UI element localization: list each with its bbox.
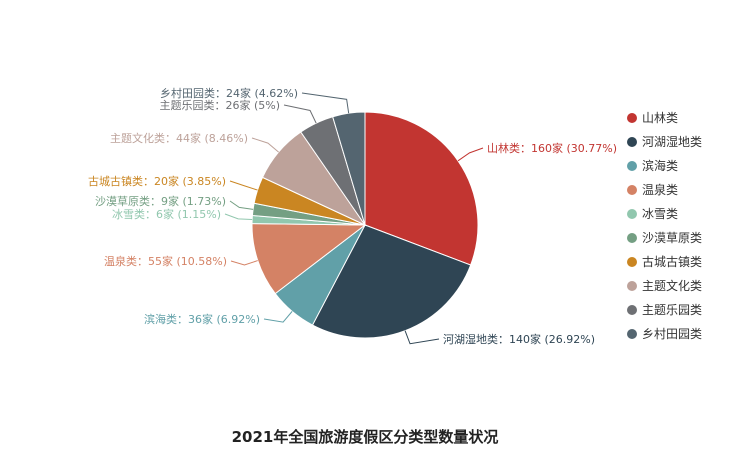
callout-line-4 <box>230 260 258 266</box>
callout-line-6 <box>229 200 254 210</box>
legend-marker <box>627 329 637 339</box>
callout-label-7: 古城古镇类：20家 (3.85%) <box>88 174 226 188</box>
callout-line-3 <box>263 311 293 323</box>
legend-item-4[interactable]: 温泉类 <box>627 183 678 197</box>
legend-label: 乡村田园类 <box>642 327 702 341</box>
legend-label: 古城古镇类 <box>642 254 702 269</box>
legend-item-2[interactable]: 河湖湿地类 <box>627 134 702 149</box>
legend-item-7[interactable]: 古城古镇类 <box>627 254 702 269</box>
legend-item-5[interactable]: 冰雪类 <box>627 207 678 221</box>
legend-marker <box>627 305 637 315</box>
pie-callouts: 山林类：160家 (30.77%) 河湖湿地类：140家 (26.92%) 滨海类：… <box>88 86 617 346</box>
legend-item-6[interactable]: 沙漠草原类 <box>627 231 702 245</box>
callout-label-8: 主题文化类：44家 (8.46%) <box>110 131 248 145</box>
legend-label: 主题文化类 <box>642 278 702 293</box>
callout-line-1 <box>457 147 484 162</box>
legend-item-3[interactable]: 滨海类 <box>627 158 678 173</box>
callout-line-7 <box>229 180 258 191</box>
legend-label: 沙漠草原类 <box>642 231 702 245</box>
legend-marker <box>627 161 637 171</box>
legend-item-10[interactable]: 乡村田园类 <box>627 327 702 341</box>
legend-label: 河湖湿地类 <box>642 134 702 149</box>
callout-line-2 <box>404 330 440 345</box>
callout-label-6: 沙漠草原类：9家 (1.73%) <box>95 194 226 208</box>
callout-label-3: 滨海类：36家 (6.92%) <box>144 312 260 326</box>
legend-marker <box>627 209 637 219</box>
callout-line-8 <box>251 137 279 153</box>
legend-marker <box>627 113 637 123</box>
callout-line-10 <box>301 92 350 114</box>
callout-label-9: 主题乐园类：26家 (5%) <box>159 98 280 112</box>
legend-marker <box>627 233 637 243</box>
legend-item-9[interactable]: 主题乐园类 <box>627 303 702 317</box>
callout-label-5: 冰雪类：6家 (1.15%) <box>112 207 221 221</box>
pie-slice-4[interactable] <box>251 223 367 295</box>
legend-label: 滨海类 <box>642 158 678 173</box>
callout-label-2: 河湖湿地类：140家 (26.92%) <box>443 332 595 346</box>
legend-label: 温泉类 <box>642 183 678 197</box>
pie-slice-1[interactable] <box>364 111 479 266</box>
legend-label: 山林类 <box>642 111 678 125</box>
legend-marker <box>627 257 637 267</box>
legend-item-8[interactable]: 主题文化类 <box>627 278 702 293</box>
legend-item-1[interactable]: 山林类 <box>627 111 678 125</box>
legend-marker <box>627 185 637 195</box>
callout-label-4: 温泉类：55家 (10.58%) <box>104 254 227 268</box>
pie-slices <box>251 111 479 339</box>
chart-legend[interactable]: 山林类河湖湿地类滨海类温泉类冰雪类沙漠草原类古城古镇类主题文化类主题乐园类乡村田… <box>627 111 702 341</box>
callout-line-5 <box>224 213 253 221</box>
callout-label-10: 乡村田园类：24家 (4.62%) <box>160 86 298 100</box>
callout-label-1: 山林类：160家 (30.77%) <box>487 141 617 155</box>
legend-label: 主题乐园类 <box>642 303 702 317</box>
chart-title: 2021年全国旅游度假区分类型数量状况 <box>232 428 499 446</box>
legend-label: 冰雪类 <box>642 207 678 221</box>
legend-marker <box>627 137 637 147</box>
legend-marker <box>627 281 637 291</box>
callout-line-9 <box>283 104 317 124</box>
